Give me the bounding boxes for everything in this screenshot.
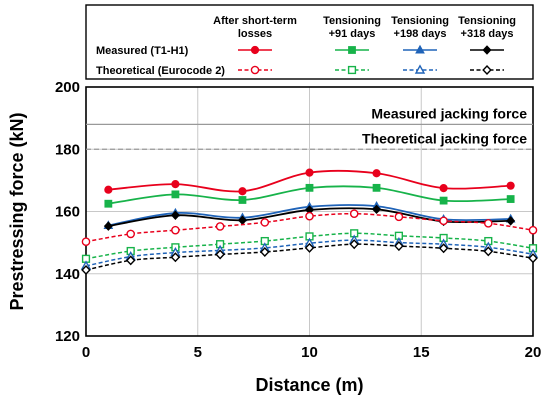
axes: 120 140 160 180 200 0 5 10 15 20 Distance (m) Prest… xyxy=(7,79,541,395)
data-point xyxy=(238,187,247,196)
data-point xyxy=(349,239,359,250)
series-theoretical-4 xyxy=(81,209,538,246)
legend-column-header: losses xyxy=(238,28,272,40)
data-point xyxy=(394,212,404,222)
y-tick-label: 180 xyxy=(55,141,80,158)
data-point xyxy=(126,229,135,239)
legend-column-header: Tensioning xyxy=(458,15,516,27)
data-point xyxy=(394,241,404,252)
legend-sample-marker xyxy=(250,45,260,55)
series-layer xyxy=(80,168,539,276)
legend-column-header: +91 days xyxy=(329,28,376,40)
series-line xyxy=(85,212,534,243)
legend-sample-marker xyxy=(415,44,425,54)
jacking-force-label: Measured jacking force xyxy=(371,105,527,121)
legend-column-header: After short-term xyxy=(213,15,297,27)
data-point xyxy=(170,252,181,263)
legend-column-header: +318 days xyxy=(461,28,514,40)
y-tick-label: 200 xyxy=(55,79,80,96)
series-measured-1 xyxy=(104,183,515,208)
data-point xyxy=(439,196,448,205)
data-point xyxy=(305,211,314,221)
data-point xyxy=(438,243,449,254)
data-point xyxy=(372,204,382,215)
data-point xyxy=(215,222,225,231)
x-axis-title: Distance (m) xyxy=(255,375,363,395)
legend-box xyxy=(85,4,534,80)
data-point xyxy=(81,237,91,246)
jacking-force-label: Theoretical jacking force xyxy=(362,130,527,146)
series-line xyxy=(85,239,534,267)
x-tick-label: 5 xyxy=(194,344,202,361)
legend-column-header: Tensioning xyxy=(391,15,449,27)
data-point xyxy=(171,190,180,199)
x-tick-label: 0 xyxy=(82,344,90,361)
x-tick-label: 10 xyxy=(301,344,318,361)
data-point xyxy=(439,216,448,226)
data-point xyxy=(439,184,448,193)
y-axis-title: Prestressing force (kN) xyxy=(7,112,27,310)
data-point xyxy=(506,195,515,203)
plot-frame xyxy=(85,86,534,337)
legend-sample-marker xyxy=(347,65,357,75)
data-point xyxy=(483,246,494,257)
x-tick-label: 15 xyxy=(413,344,430,361)
data-point xyxy=(305,183,314,192)
data-point xyxy=(528,253,538,264)
data-point xyxy=(260,246,270,257)
legend-sample-marker xyxy=(250,65,260,75)
data-point xyxy=(170,210,180,220)
legend-row-label: Measured (T1-H1) xyxy=(96,45,189,57)
data-point xyxy=(372,169,381,178)
annotations: Measured jacking force Theoretical jackin… xyxy=(86,105,533,150)
data-point xyxy=(104,199,113,208)
data-point xyxy=(528,225,538,235)
series-theoretical-7 xyxy=(81,239,538,276)
legend-sample-marker xyxy=(348,46,356,54)
data-point xyxy=(125,255,136,266)
data-point xyxy=(103,221,113,231)
x-tick-label: 20 xyxy=(525,344,542,361)
data-point xyxy=(104,185,113,194)
data-point xyxy=(238,196,247,204)
data-point xyxy=(349,209,359,218)
data-point xyxy=(372,183,381,192)
data-point xyxy=(171,225,180,235)
data-point xyxy=(81,264,91,276)
legend-column-header: Tensioning xyxy=(323,15,381,27)
series-measured-0 xyxy=(104,168,515,196)
data-point xyxy=(304,242,315,253)
legend-sample-marker xyxy=(482,45,492,55)
data-point xyxy=(506,216,516,226)
data-point xyxy=(215,249,225,260)
legend-sample-marker xyxy=(414,64,426,74)
data-point xyxy=(260,218,270,227)
legend-sample-marker xyxy=(482,64,492,76)
y-tick-label: 140 xyxy=(55,266,80,283)
y-tick-label: 120 xyxy=(55,328,80,345)
legend-column-header: +198 days xyxy=(394,28,447,40)
data-point xyxy=(171,180,180,189)
y-tick-label: 160 xyxy=(55,204,80,221)
data-point xyxy=(483,219,493,228)
legend-row-label: Theoretical (Eurocode 2) xyxy=(96,65,225,77)
data-point xyxy=(506,181,515,190)
data-point xyxy=(305,168,314,177)
